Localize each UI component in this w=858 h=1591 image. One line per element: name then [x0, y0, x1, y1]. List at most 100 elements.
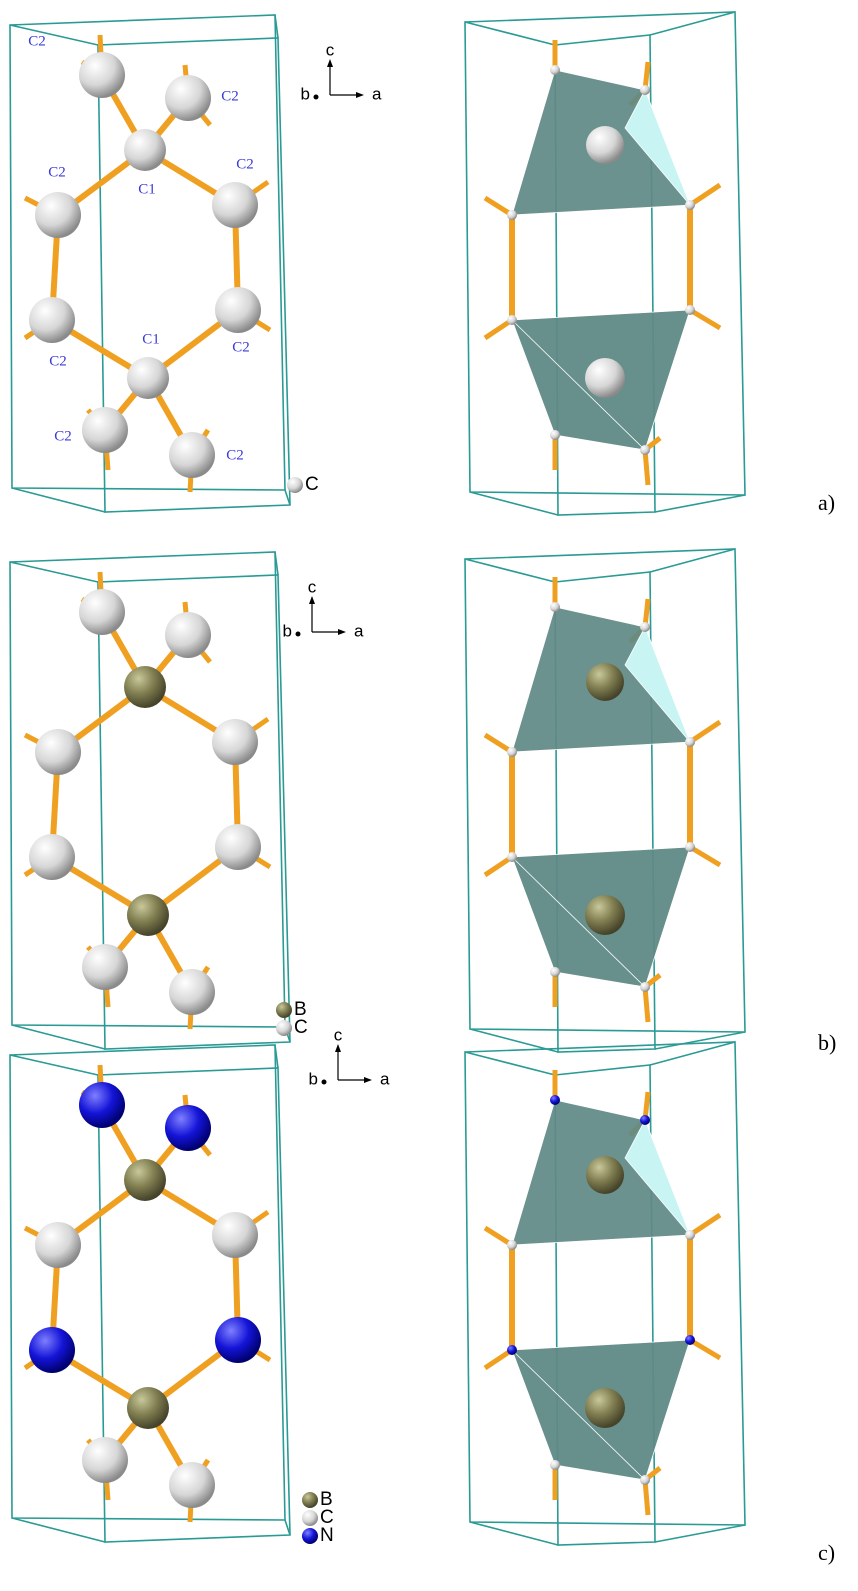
- atom: [640, 982, 650, 992]
- atom-label: C2: [226, 447, 244, 463]
- atom: [550, 602, 560, 612]
- axis-label: b: [301, 84, 310, 103]
- atom: [585, 895, 625, 935]
- atom: [82, 1437, 128, 1483]
- atom-label: C2: [48, 164, 66, 180]
- atom: [79, 589, 125, 635]
- cell-edge: [649, 548, 736, 573]
- cell-edge: [9, 1054, 99, 1076]
- cell-edge: [284, 1519, 291, 1536]
- atom: [640, 622, 650, 632]
- cell-edge: [11, 1024, 106, 1050]
- cell-edge: [649, 1041, 736, 1066]
- bond: [483, 1347, 514, 1371]
- cell-edge: [464, 21, 556, 46]
- atom: [212, 1212, 258, 1258]
- atom-label: C2: [54, 428, 72, 444]
- atom: [82, 944, 128, 990]
- atom: [212, 719, 258, 765]
- axis-label: c: [334, 1025, 343, 1044]
- legend-label: B: [294, 999, 307, 1020]
- cell-edge: [469, 1521, 559, 1546]
- atom: [550, 65, 560, 75]
- axis-label: c: [326, 40, 335, 59]
- atom-label: C2: [236, 156, 254, 172]
- atom: [640, 1475, 650, 1485]
- cell-edge: [9, 14, 286, 491]
- bond: [688, 844, 722, 868]
- atom: [29, 1327, 75, 1373]
- atom: [507, 747, 517, 757]
- cell-edge: [654, 1524, 746, 1543]
- panel-label: a): [818, 490, 835, 515]
- atom: [507, 1240, 517, 1250]
- atom: [550, 967, 560, 977]
- atom: [685, 737, 695, 747]
- bond: [688, 182, 722, 208]
- panel-label: b): [818, 1030, 836, 1055]
- atom: [585, 358, 625, 398]
- atom: [165, 612, 211, 658]
- atom: [127, 1387, 169, 1429]
- bond: [642, 1479, 651, 1516]
- atom: [585, 1388, 625, 1428]
- atom: [169, 969, 215, 1015]
- atom: [215, 824, 261, 870]
- atom-label: C2: [28, 33, 46, 49]
- atom: [507, 852, 517, 862]
- bond: [483, 1225, 514, 1248]
- cell-edge: [274, 14, 279, 39]
- atom: [124, 1159, 166, 1201]
- polyhedron-edge: [511, 856, 646, 988]
- atom: [640, 85, 650, 95]
- bond: [688, 1337, 722, 1361]
- atom: [685, 200, 695, 210]
- axis-arrow: [364, 1077, 372, 1083]
- cell-edge: [469, 491, 559, 516]
- atom: [165, 1105, 211, 1151]
- axis-arrow: [335, 1044, 341, 1052]
- axis-label: b: [283, 621, 292, 640]
- atom: [29, 834, 75, 880]
- atom: [287, 477, 303, 493]
- bond: [483, 195, 514, 218]
- atom: [507, 210, 517, 220]
- atom: [79, 1082, 125, 1128]
- legend-label: N: [320, 1525, 334, 1546]
- axis-arrow: [327, 59, 333, 67]
- axis-label: b: [309, 1069, 318, 1088]
- atom-label: C1: [142, 331, 160, 347]
- axis-label: a: [380, 1069, 390, 1088]
- atom: [550, 1095, 560, 1105]
- atom: [640, 445, 650, 455]
- atom: [507, 315, 517, 325]
- atom: [685, 842, 695, 852]
- atom: [127, 894, 169, 936]
- atom: [685, 305, 695, 315]
- bond: [483, 317, 514, 341]
- bond: [688, 307, 722, 331]
- bond: [688, 719, 722, 745]
- cell-edge: [9, 24, 99, 46]
- cell-edge: [469, 1028, 559, 1053]
- axis-arrow: [356, 92, 364, 98]
- cell-edge: [274, 1044, 279, 1069]
- atom: [212, 182, 258, 228]
- atom-label: C2: [49, 353, 67, 369]
- polyhedron-face: [624, 89, 691, 206]
- atom: [127, 357, 169, 399]
- atom: [35, 1222, 81, 1268]
- atom: [276, 1020, 292, 1036]
- axis-dot: [313, 94, 319, 100]
- bond: [483, 732, 514, 755]
- atom: [550, 430, 560, 440]
- atom: [82, 407, 128, 453]
- atom: [79, 52, 125, 98]
- atom: [35, 729, 81, 775]
- cell-edge: [654, 494, 746, 513]
- cell-edge: [11, 1517, 106, 1543]
- cell-edge: [274, 551, 279, 576]
- atom: [165, 75, 211, 121]
- atom: [215, 287, 261, 333]
